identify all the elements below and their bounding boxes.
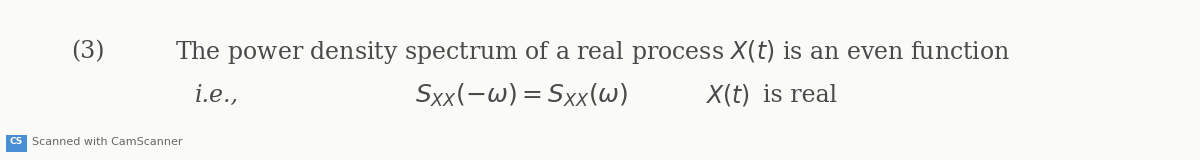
Text: is real: is real — [748, 84, 838, 107]
Text: i.e.,: i.e., — [194, 84, 239, 107]
Text: $S_{XX}(-\omega) = S_{XX}(\omega)$: $S_{XX}(-\omega) = S_{XX}(\omega)$ — [415, 81, 629, 109]
Text: $\mathit{X}(t)$: $\mathit{X}(t)$ — [706, 82, 750, 108]
Text: CS: CS — [10, 137, 23, 147]
Text: (3): (3) — [71, 40, 104, 64]
FancyBboxPatch shape — [6, 135, 26, 152]
Text: Scanned with CamScanner: Scanned with CamScanner — [32, 137, 182, 147]
Text: The power density spectrum of a real process $\mathit{X}(t)$ is an even function: The power density spectrum of a real pro… — [175, 38, 1010, 66]
